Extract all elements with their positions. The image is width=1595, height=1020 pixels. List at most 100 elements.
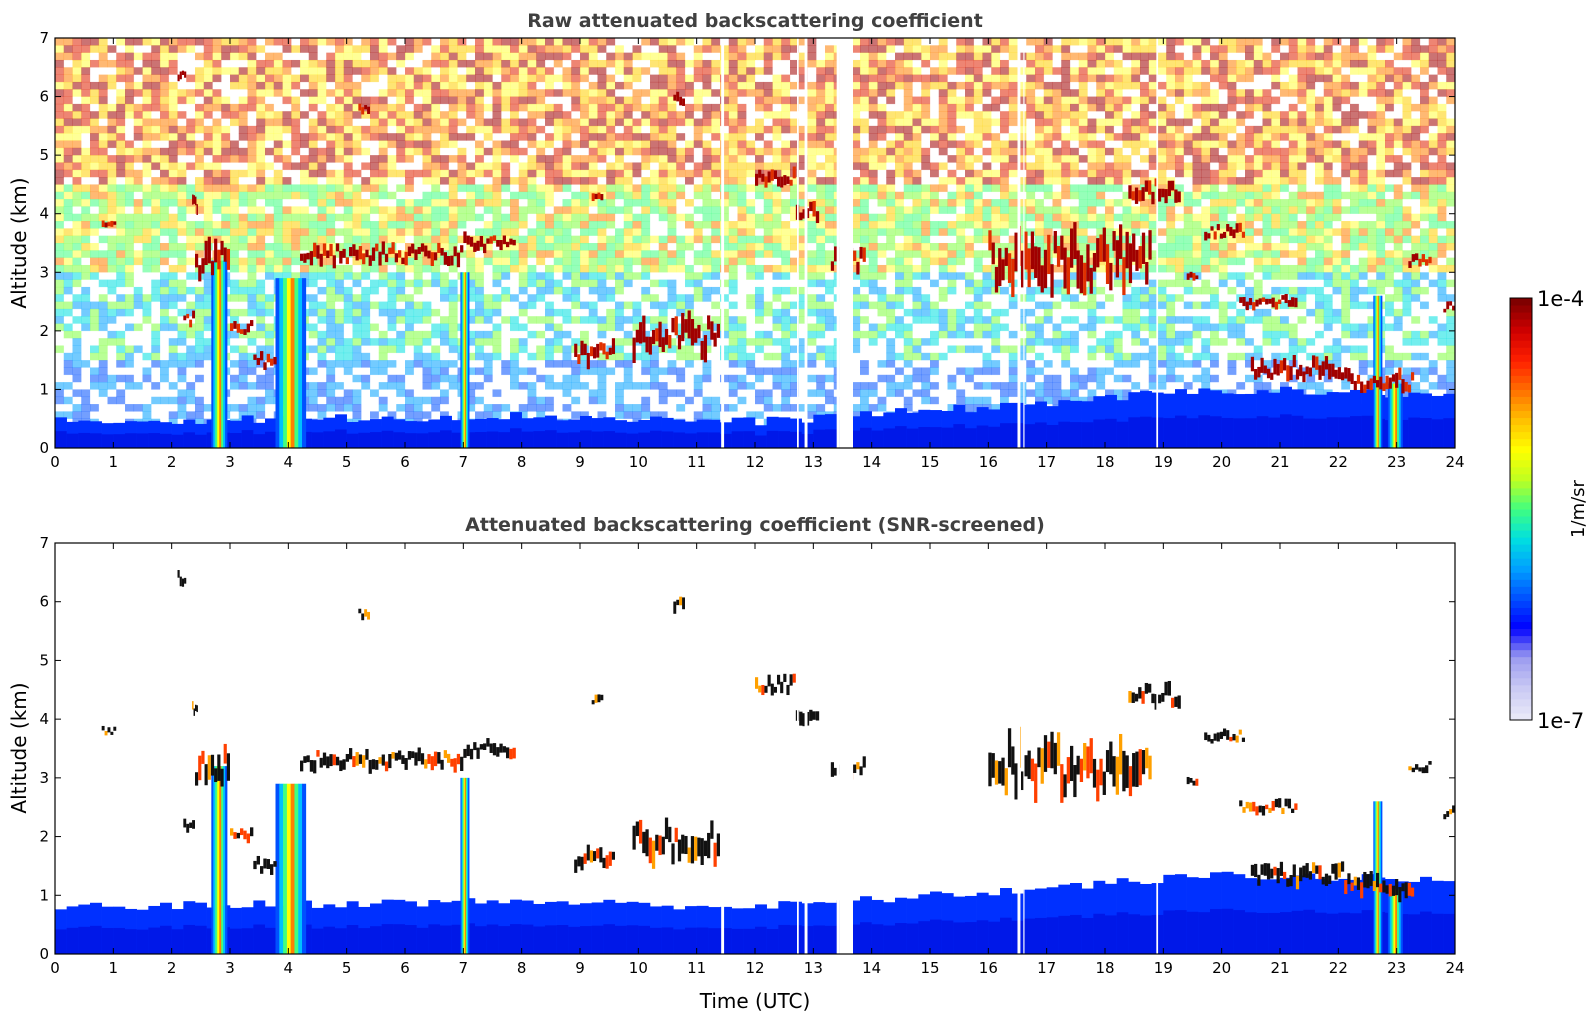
noise-cell — [90, 147, 100, 156]
noise-cell — [405, 264, 415, 273]
noise-cell — [221, 118, 231, 127]
noise-cell — [431, 330, 441, 339]
noise-cell — [816, 140, 826, 149]
noise-cell — [746, 118, 756, 127]
noise-cell — [728, 140, 738, 149]
noise-cell — [186, 360, 196, 368]
noise-cell — [378, 140, 388, 149]
noise-cell — [326, 228, 336, 236]
noise-cell — [606, 250, 616, 258]
noise-cell — [396, 38, 406, 46]
noise-cell — [90, 301, 100, 310]
noise-cell — [142, 147, 152, 156]
noise-cell — [448, 294, 458, 302]
noise-cell — [186, 345, 196, 354]
noise-cell — [55, 103, 65, 112]
noise-cell — [160, 191, 170, 200]
noise-cell — [798, 250, 808, 258]
noise-cell — [825, 257, 835, 266]
noise-cell — [405, 59, 415, 68]
noise-cell — [431, 345, 441, 354]
noise-cell — [466, 360, 476, 368]
noise-cell — [798, 147, 808, 156]
noise-cell — [203, 206, 213, 215]
noise-cell — [63, 382, 73, 390]
noise-cell — [317, 155, 327, 163]
noise-cell — [352, 38, 362, 46]
noise-cell — [413, 74, 423, 83]
noise-cell — [641, 81, 651, 90]
noise-cell — [483, 367, 493, 376]
noise-cell — [55, 316, 65, 324]
noise-cell — [623, 89, 633, 97]
noise-cell — [720, 330, 730, 339]
noise-cell — [737, 74, 747, 83]
noise-cell — [230, 111, 240, 119]
noise-cell — [448, 243, 458, 251]
noise-cell — [632, 81, 642, 90]
noise-cell — [160, 169, 170, 178]
noise-cell — [650, 323, 660, 332]
noise-cell — [711, 228, 721, 236]
noise-cell — [676, 404, 686, 412]
noise-cell — [195, 213, 205, 222]
noise-cell — [238, 59, 248, 68]
noise-cell — [63, 213, 73, 222]
noise-cell — [623, 264, 633, 273]
noise-cell — [116, 38, 126, 46]
noise-cell — [545, 228, 555, 236]
noise-cell — [370, 184, 380, 193]
noise-cell — [518, 367, 528, 376]
noise-cell — [440, 323, 450, 332]
noise-cell — [160, 250, 170, 258]
noise-cell — [781, 264, 791, 273]
noise-cell — [221, 206, 231, 215]
noise-cell — [72, 294, 82, 302]
noise-cell — [492, 345, 502, 354]
noise-cell — [553, 89, 563, 97]
noise-cell — [343, 345, 353, 354]
noise-cell — [685, 382, 695, 390]
noise-cell — [746, 147, 756, 156]
noise-cell — [361, 330, 371, 339]
noise-cell — [527, 382, 537, 390]
noise-cell — [518, 155, 528, 163]
noise-cell — [798, 316, 808, 324]
noise-cell — [352, 286, 362, 295]
noise-cell — [720, 286, 730, 295]
noise-cell — [317, 404, 327, 412]
noise-cell — [658, 140, 668, 149]
noise-cell — [238, 52, 248, 61]
noise-cell — [422, 235, 432, 244]
noise-cell — [728, 206, 738, 215]
noise-cell — [527, 338, 537, 346]
noise-cell — [580, 199, 590, 207]
noise-cell — [370, 301, 380, 310]
noise-cell — [720, 74, 730, 83]
noise-cell — [545, 59, 555, 68]
noise-cell — [658, 199, 668, 207]
noise-cell — [98, 177, 108, 185]
noise-cell — [212, 103, 222, 112]
noise-cell — [798, 169, 808, 178]
noise-cell — [151, 133, 161, 141]
noise-cell — [693, 345, 703, 354]
noise-cell — [553, 396, 563, 405]
noise-cell — [378, 330, 388, 339]
noise-cell — [221, 67, 231, 75]
noise-cell — [737, 411, 747, 420]
noise-cell — [580, 228, 590, 236]
noise-cell — [177, 89, 187, 97]
noise-cell — [483, 243, 493, 251]
noise-cell — [396, 286, 406, 295]
noise-cell — [335, 294, 345, 302]
noise-cell — [501, 367, 511, 376]
noise-cell — [63, 360, 73, 368]
noise-cell — [203, 316, 213, 324]
noise-cell — [168, 67, 178, 75]
noise-cell — [667, 59, 677, 68]
noise-cell — [186, 103, 196, 112]
noise-cell — [790, 103, 800, 112]
noise-cell — [413, 45, 423, 53]
noise-cell — [720, 228, 730, 236]
